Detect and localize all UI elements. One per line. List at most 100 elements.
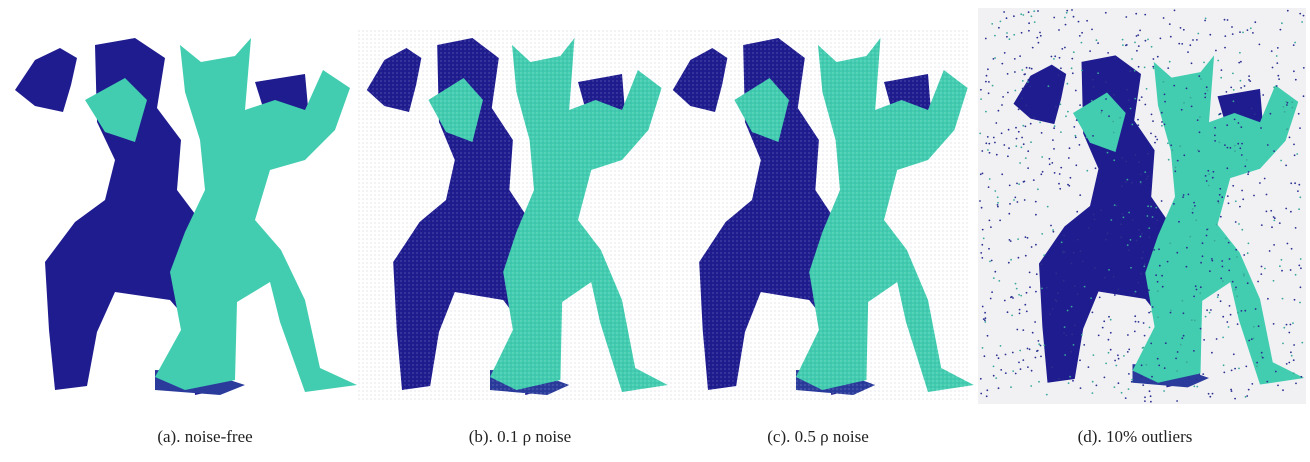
outlier-dot [1027, 366, 1029, 368]
outlier-dot [1128, 388, 1130, 390]
outlier-dot [1176, 400, 1178, 402]
outlier-dot [1224, 35, 1226, 37]
outlier-dot [984, 355, 986, 357]
outlier-dot [1234, 368, 1236, 370]
outlier-dot [1189, 44, 1191, 46]
outlier-dot [1148, 312, 1150, 314]
outlier-dot [1186, 88, 1188, 90]
outlier-dot [1027, 81, 1029, 83]
outlier-dot [1016, 138, 1018, 140]
outlier-dot [1202, 242, 1204, 244]
outlier-dot [1146, 364, 1148, 366]
outlier-dot [1026, 104, 1028, 106]
outlier-dot [987, 68, 989, 70]
outlier-dot [1125, 161, 1127, 163]
outlier-dot [999, 220, 1001, 222]
outlier-dot [1262, 94, 1264, 96]
outlier-dot [993, 137, 995, 139]
outlier-dot [1299, 302, 1301, 304]
outlier-dot [1195, 219, 1197, 221]
outlier-dot [1117, 354, 1119, 356]
outlier-dot [1063, 235, 1065, 237]
outlier-dot [1001, 173, 1003, 175]
outlier-dot [1144, 104, 1146, 106]
outlier-dot [1226, 167, 1228, 169]
outlier-dot [1153, 67, 1155, 69]
outlier-dot [1150, 395, 1152, 397]
outlier-dot [1293, 372, 1295, 374]
outlier-dot [1041, 132, 1043, 134]
outlier-dot [1016, 329, 1018, 331]
outlier-dot [1205, 175, 1207, 177]
outlier-dot [1121, 392, 1123, 394]
outlier-dot [1041, 233, 1043, 235]
outlier-dot [1083, 344, 1085, 346]
outlier-dot [1152, 216, 1154, 218]
outlier-dot [1024, 199, 1026, 201]
outlier-dot [1170, 310, 1172, 312]
outlier-dot [1110, 349, 1112, 351]
outlier-dot [1295, 274, 1297, 276]
outlier-dot [1092, 135, 1094, 137]
outlier-dot [1000, 345, 1002, 347]
outlier-dot [996, 354, 998, 356]
outlier-dot [1025, 157, 1027, 159]
outlier-dot [1012, 297, 1014, 299]
outlier-dot [1080, 387, 1082, 389]
outlier-dot [1064, 17, 1066, 19]
outlier-dot [1293, 144, 1295, 146]
outlier-dot [1200, 328, 1202, 330]
outlier-dot [1028, 30, 1030, 32]
outlier-dot [1144, 396, 1146, 398]
outlier-dot [1037, 188, 1039, 190]
outlier-dot [1208, 185, 1210, 187]
outlier-dot [1180, 27, 1182, 29]
outlier-dot [1130, 239, 1132, 241]
outlier-dot [1018, 183, 1020, 185]
outlier-dot [989, 261, 991, 263]
outlier-dot [1136, 35, 1138, 37]
outlier-dot [1202, 255, 1204, 257]
outlier-dot [1207, 170, 1209, 172]
outlier-dot [1252, 32, 1254, 34]
outlier-dot [1052, 229, 1054, 231]
outlier-dot [1144, 14, 1146, 16]
outlier-dot [1154, 142, 1156, 144]
outlier-dot [1122, 44, 1124, 46]
outlier-dot [1283, 106, 1285, 108]
outlier-dot [1092, 392, 1094, 394]
outlier-dot [1006, 36, 1008, 38]
outlier-dot [1051, 162, 1053, 164]
outlier-dot [1137, 119, 1139, 121]
outlier-dot [1241, 310, 1243, 312]
outlier-dot [1198, 150, 1200, 152]
outlier-dot [1101, 110, 1103, 112]
outlier-dot [1019, 55, 1021, 57]
outlier-dot [1255, 308, 1257, 310]
outlier-dot [1236, 256, 1238, 258]
outlier-dot [1162, 286, 1164, 288]
outlier-dot [1287, 102, 1289, 104]
outlier-dot [1165, 342, 1167, 344]
outlier-dot [1125, 181, 1127, 183]
outlier-dot [1181, 337, 1183, 339]
outlier-dot [1006, 17, 1008, 19]
outlier-dot [1130, 108, 1132, 110]
outlier-dot [980, 98, 982, 100]
outlier-dot [1071, 9, 1073, 11]
outlier-dot [1266, 194, 1268, 196]
outlier-dot [982, 173, 984, 175]
outlier-dot [1204, 93, 1206, 95]
outlier-dot [1123, 217, 1125, 219]
outlier-dot [1300, 258, 1302, 260]
outlier-dot [1170, 312, 1172, 314]
outlier-dot [981, 207, 983, 209]
noise-texture [664, 30, 969, 400]
outlier-dot [1283, 327, 1285, 329]
outlier-dot [1183, 335, 1185, 337]
outlier-dot [1150, 311, 1152, 313]
outlier-dot [1020, 295, 1022, 297]
outlier-dot [1147, 175, 1149, 177]
outlier-dot [1300, 267, 1302, 269]
outlier-dot [1075, 135, 1077, 137]
